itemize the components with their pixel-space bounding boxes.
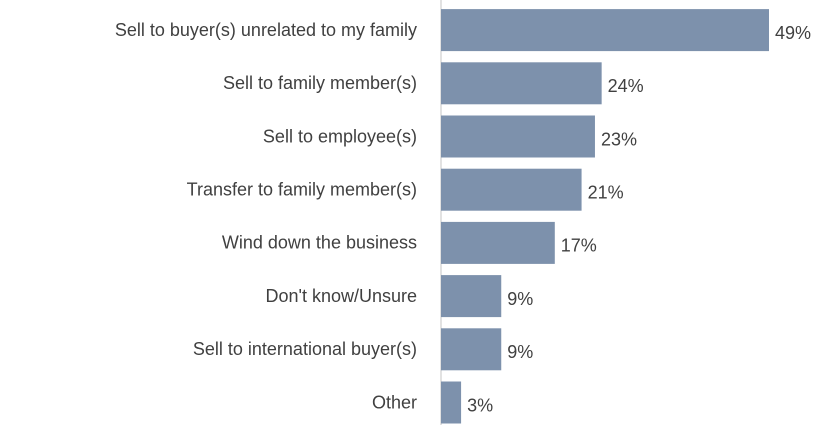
value-label: 23% — [601, 129, 637, 149]
category-label: Sell to buyer(s) unrelated to my family — [115, 20, 417, 40]
bar — [441, 221, 555, 264]
category-label: Sell to international buyer(s) — [193, 339, 417, 359]
value-label: 24% — [608, 76, 644, 96]
value-label: 49% — [775, 23, 811, 43]
value-label: 9% — [507, 289, 533, 309]
value-label: 3% — [467, 395, 493, 415]
bar — [441, 9, 769, 52]
category-label: Sell to employee(s) — [263, 126, 417, 146]
value-label: 9% — [507, 342, 533, 362]
value-label: 21% — [588, 182, 624, 202]
bar — [441, 328, 502, 371]
bar — [441, 168, 582, 211]
category-label: Sell to family member(s) — [223, 73, 417, 93]
bar — [441, 275, 502, 318]
category-label: Other — [372, 392, 417, 412]
category-label: Wind down the business — [222, 233, 417, 253]
value-label: 17% — [561, 236, 597, 256]
bar — [441, 381, 462, 424]
category-label: Don't know/Unsure — [265, 286, 417, 306]
category-label: Transfer to family member(s) — [187, 179, 417, 199]
bar — [441, 62, 602, 105]
bar — [441, 115, 595, 158]
